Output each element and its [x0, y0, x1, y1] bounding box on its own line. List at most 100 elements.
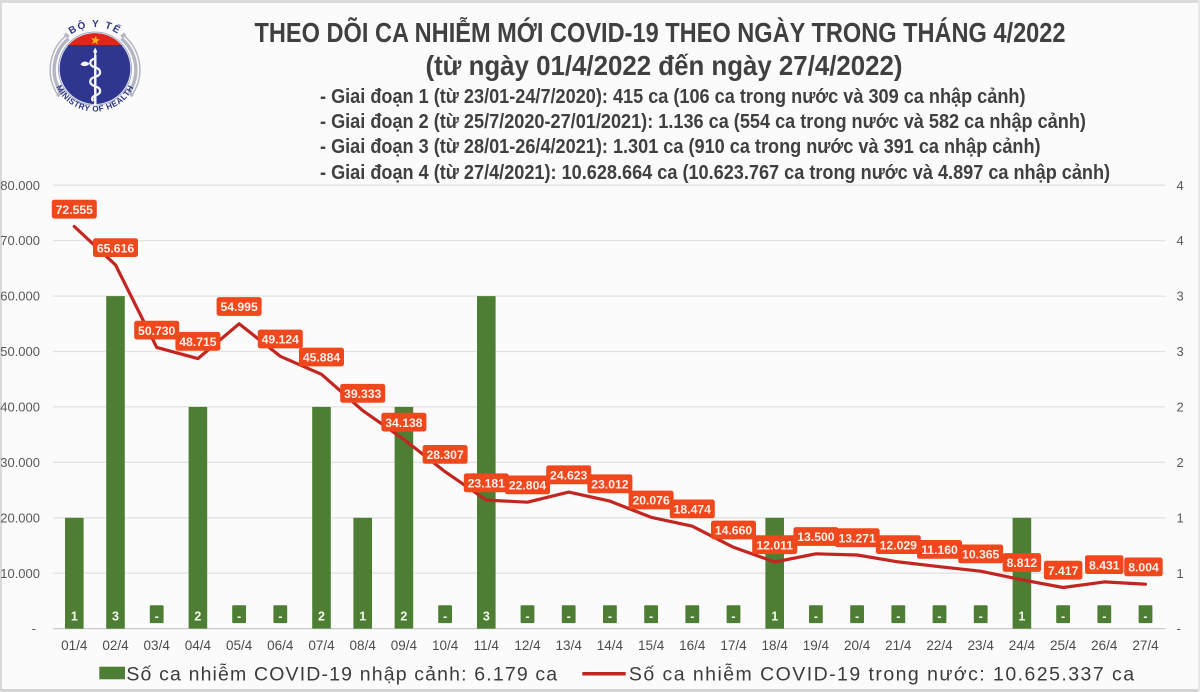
svg-text:12/4: 12/4 [514, 638, 541, 653]
svg-text:27/4: 27/4 [1132, 638, 1159, 653]
svg-text:30.000: 30.000 [0, 455, 40, 470]
svg-text:-: - [896, 609, 900, 623]
svg-text:08/4: 08/4 [350, 638, 377, 653]
svg-text:3: 3 [483, 609, 490, 623]
svg-text:4: 4 [1177, 233, 1184, 248]
svg-text:10.365: 10.365 [962, 548, 999, 562]
svg-text:06/4: 06/4 [267, 638, 294, 653]
svg-text:24/4: 24/4 [1009, 638, 1036, 653]
svg-text:20.076: 20.076 [632, 494, 669, 508]
svg-text:80.000: 80.000 [0, 178, 40, 193]
svg-text:1: 1 [1177, 566, 1184, 581]
svg-text:23.012: 23.012 [591, 478, 628, 492]
svg-text:2: 2 [1177, 455, 1184, 470]
svg-text:7.417: 7.417 [1048, 564, 1079, 578]
svg-text:07/4: 07/4 [308, 638, 335, 653]
svg-text:BỘ Y TẾ: BỘ Y TẾ [67, 18, 124, 37]
svg-text:03/4: 03/4 [144, 638, 171, 653]
svg-text:10.000: 10.000 [0, 566, 40, 581]
svg-text:72.555: 72.555 [56, 203, 93, 217]
svg-text:13/4: 13/4 [556, 638, 583, 653]
svg-text:Số ca nhiễm COVID-19 nhập cảnh: Số ca nhiễm COVID-19 nhập cảnh: 6.179 ca [126, 663, 558, 686]
svg-text:-: - [1177, 621, 1181, 636]
svg-text:8.431: 8.431 [1089, 558, 1120, 572]
svg-text:16/4: 16/4 [679, 638, 706, 653]
svg-text:8.812: 8.812 [1007, 556, 1038, 570]
svg-text:15/4: 15/4 [638, 638, 665, 653]
svg-text:20/4: 20/4 [844, 638, 871, 653]
svg-text:48.715: 48.715 [179, 335, 216, 349]
svg-text:45.884: 45.884 [303, 351, 340, 365]
svg-text:-: - [1061, 609, 1065, 623]
svg-text:65.616: 65.616 [97, 241, 134, 255]
svg-text:-: - [567, 609, 571, 623]
svg-text:34.138: 34.138 [385, 416, 422, 430]
svg-text:54.995: 54.995 [220, 300, 257, 314]
svg-text:2: 2 [194, 609, 201, 623]
svg-text:2: 2 [318, 609, 325, 623]
svg-text:-: - [649, 609, 653, 623]
svg-text:17/4: 17/4 [720, 638, 747, 653]
svg-text:21/4: 21/4 [885, 638, 912, 653]
svg-text:50.000: 50.000 [0, 344, 40, 359]
svg-text:22.804: 22.804 [509, 479, 546, 493]
svg-text:60.000: 60.000 [0, 289, 40, 304]
svg-text:13.500: 13.500 [797, 530, 834, 544]
svg-text:1: 1 [771, 609, 778, 623]
svg-text:1: 1 [1018, 609, 1025, 623]
svg-text:4: 4 [1177, 178, 1184, 193]
svg-text:11.160: 11.160 [921, 543, 958, 557]
svg-text:23/4: 23/4 [968, 638, 995, 653]
svg-text:3: 3 [112, 609, 119, 623]
svg-text:1: 1 [359, 609, 366, 623]
svg-text:-: - [32, 621, 36, 636]
svg-text:-: - [937, 609, 941, 623]
svg-text:04/4: 04/4 [185, 638, 212, 653]
svg-text:12.029: 12.029 [880, 538, 917, 552]
svg-text:19/4: 19/4 [803, 638, 830, 653]
svg-text:1: 1 [1177, 510, 1184, 525]
svg-text:13.271: 13.271 [838, 531, 875, 545]
svg-text:11/4: 11/4 [474, 638, 500, 653]
svg-text:14/4: 14/4 [597, 638, 624, 653]
svg-text:-: - [731, 609, 735, 623]
svg-text:-: - [608, 609, 612, 623]
svg-text:26/4: 26/4 [1091, 638, 1118, 653]
svg-text:-: - [1102, 609, 1106, 623]
svg-text:-: - [155, 609, 159, 623]
svg-text:40.000: 40.000 [0, 400, 40, 415]
svg-text:12.011: 12.011 [756, 538, 793, 552]
svg-text:2: 2 [1177, 400, 1184, 415]
svg-text:05/4: 05/4 [226, 638, 253, 653]
svg-text:18.474: 18.474 [674, 503, 711, 517]
svg-text:-: - [979, 609, 983, 623]
svg-text:25/4: 25/4 [1050, 638, 1077, 653]
svg-text:39.333: 39.333 [344, 387, 381, 401]
svg-text:10/4: 10/4 [432, 638, 459, 653]
svg-text:Số ca nhiễm COVID-19 trong nướ: Số ca nhiễm COVID-19 trong nước: 10.625.… [629, 663, 1136, 686]
svg-text:28.307: 28.307 [426, 448, 463, 462]
svg-text:8.004: 8.004 [1128, 561, 1159, 575]
svg-text:-: - [1143, 609, 1147, 623]
svg-text:2: 2 [400, 609, 407, 623]
svg-text:22/4: 22/4 [926, 638, 953, 653]
svg-text:24.623: 24.623 [550, 469, 587, 483]
svg-text:-: - [237, 609, 241, 623]
svg-text:-: - [855, 609, 859, 623]
svg-text:02/4: 02/4 [102, 638, 129, 653]
svg-text:-: - [525, 609, 529, 623]
svg-text:-: - [443, 609, 447, 623]
svg-text:-: - [278, 609, 282, 623]
svg-text:09/4: 09/4 [391, 638, 418, 653]
svg-text:3: 3 [1177, 344, 1184, 359]
svg-text:23.181: 23.181 [468, 477, 505, 491]
svg-text:1: 1 [71, 609, 78, 623]
svg-text:70.000: 70.000 [0, 233, 40, 248]
svg-text:-: - [690, 609, 694, 623]
svg-text:-: - [814, 609, 818, 623]
svg-text:49.124: 49.124 [262, 333, 299, 347]
svg-text:50.730: 50.730 [138, 324, 175, 338]
svg-text:3: 3 [1177, 289, 1184, 304]
svg-text:01/4: 01/4 [61, 638, 88, 653]
svg-text:20.000: 20.000 [0, 510, 40, 525]
